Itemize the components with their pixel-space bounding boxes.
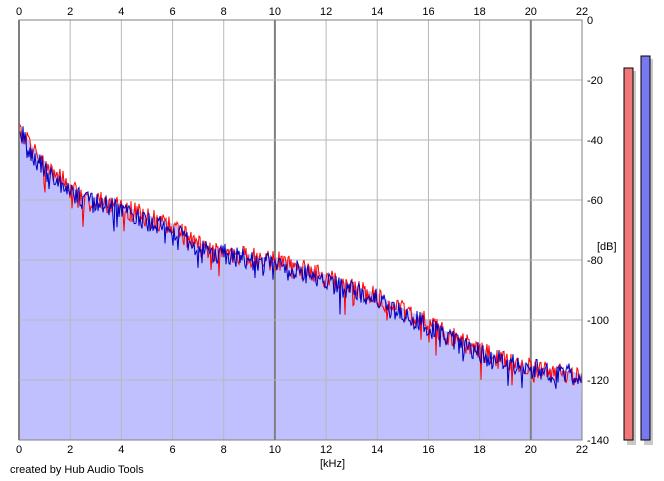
x-tick-label-top: 0 <box>16 6 22 18</box>
spectrum-fill-area <box>19 128 582 440</box>
y-tick-label: -60 <box>587 195 603 207</box>
x-axis-label: [kHz] <box>320 458 345 470</box>
x-ticks-bottom: 0 2 4 6 8 10 12 14 16 18 20 22 <box>16 444 588 456</box>
x-tick-label-bottom: 20 <box>525 444 537 456</box>
y-tick-label: -20 <box>587 75 603 87</box>
level-meters <box>623 55 653 445</box>
x-tick-label-top: 10 <box>269 6 281 18</box>
x-tick-label-bottom: 22 <box>576 444 588 456</box>
x-tick-label-bottom: 12 <box>320 444 332 456</box>
x-tick-label-bottom: 10 <box>269 444 281 456</box>
x-tick-label-top: 4 <box>118 6 124 18</box>
x-tick-label-bottom: 6 <box>169 444 175 456</box>
x-tick-label-bottom: 2 <box>67 444 73 456</box>
x-tick-label-bottom: 16 <box>422 444 434 456</box>
x-tick-label-top: 8 <box>221 6 227 18</box>
x-tick-label-top: 20 <box>525 6 537 18</box>
y-tick-label: 0 <box>587 15 593 27</box>
x-tick-label-bottom: 14 <box>371 444 383 456</box>
series-layer <box>18 123 583 389</box>
level-meter-bar-2 <box>640 55 651 441</box>
credit-text: created by Hub Audio Tools <box>10 464 144 476</box>
plot-area <box>18 19 583 441</box>
x-ticks-top: 0 2 4 6 8 10 12 14 16 18 20 22 <box>16 6 588 18</box>
y-axis-label: [dB] <box>597 241 617 253</box>
x-tick-label-bottom: 18 <box>474 444 486 456</box>
plot-border <box>18 19 583 441</box>
x-tick-label-bottom: 4 <box>118 444 124 456</box>
y-tick-label: -100 <box>587 315 609 327</box>
y-tick-label: -120 <box>587 375 609 387</box>
y-ticks-right: 0 -20 -40 -60 -80 -100 -120 -140 <box>587 15 609 447</box>
x-tick-label-bottom: 0 <box>16 444 22 456</box>
x-tick-label-bottom: 8 <box>221 444 227 456</box>
x-tick-label-top: 16 <box>422 6 434 18</box>
level-meter-bar-1 <box>623 67 634 441</box>
y-tick-label: -140 <box>587 435 609 447</box>
y-tick-label: -80 <box>587 255 603 267</box>
series-line-2 <box>18 126 583 389</box>
x-tick-label-top: 14 <box>371 6 383 18</box>
x-tick-label-top: 6 <box>169 6 175 18</box>
x-tick-label-top: 18 <box>474 6 486 18</box>
x-tick-label-top: 12 <box>320 6 332 18</box>
x-tick-label-top: 2 <box>67 6 73 18</box>
x-tick-label-top: 22 <box>576 6 588 18</box>
y-tick-label: -40 <box>587 135 603 147</box>
